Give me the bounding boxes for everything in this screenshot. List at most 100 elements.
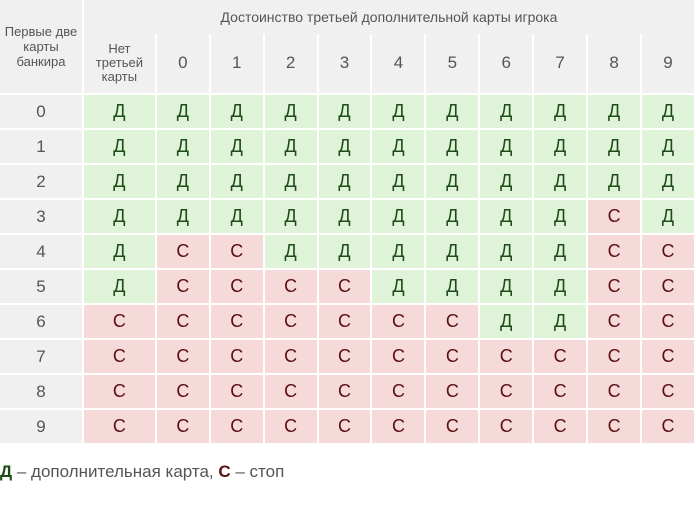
- column-header-5: 5: [426, 33, 479, 93]
- cell-draw: Д: [372, 233, 425, 268]
- row-header-9: 9: [0, 408, 82, 443]
- cell-stop: С: [318, 268, 371, 303]
- cell-draw: Д: [156, 198, 209, 233]
- cell-draw: Д: [534, 303, 587, 338]
- legend-draw-text: – дополнительная карта,: [12, 462, 219, 481]
- cell-stop: С: [318, 303, 371, 338]
- column-header-no-third-card: Нет третьей карты: [83, 33, 155, 93]
- column-header-6: 6: [480, 33, 533, 93]
- cell-draw: Д: [426, 233, 479, 268]
- cell-draw: Д: [642, 163, 694, 198]
- cell-stop: С: [642, 268, 694, 303]
- column-header-4: 4: [372, 33, 425, 93]
- column-header-2: 2: [264, 33, 317, 93]
- cell-stop: С: [642, 338, 694, 373]
- cell-stop: С: [264, 338, 317, 373]
- column-header-row: Нет третьей карты 0 1 2 3 4 5 6 7 8 9: [0, 33, 694, 93]
- cell-stop: С: [588, 233, 641, 268]
- cell-stop: С: [426, 338, 479, 373]
- cell-draw: Д: [426, 198, 479, 233]
- cell-stop: С: [210, 268, 263, 303]
- cell-stop: С: [156, 338, 209, 373]
- cell-stop: С: [318, 338, 371, 373]
- cell-draw: Д: [318, 93, 371, 128]
- cell-stop: С: [264, 303, 317, 338]
- cell-draw: Д: [83, 268, 155, 303]
- cell-draw: Д: [156, 128, 209, 163]
- cell-draw: Д: [642, 198, 694, 233]
- cell-stop: С: [210, 408, 263, 443]
- cell-stop: С: [642, 233, 694, 268]
- cell-stop: С: [534, 373, 587, 408]
- cell-stop: С: [156, 303, 209, 338]
- cell-stop: С: [156, 233, 209, 268]
- row-header-1: 1: [0, 128, 82, 163]
- cell-stop: С: [210, 233, 263, 268]
- cell-stop: С: [372, 408, 425, 443]
- cell-draw: Д: [480, 93, 533, 128]
- cell-draw: Д: [210, 128, 263, 163]
- cell-stop: С: [642, 303, 694, 338]
- cell-draw: Д: [588, 128, 641, 163]
- cell-stop: С: [83, 303, 155, 338]
- cell-stop: С: [372, 338, 425, 373]
- cell-stop: С: [588, 338, 641, 373]
- row-header-7: 7: [0, 338, 82, 373]
- cell-draw: Д: [318, 198, 371, 233]
- column-header-8: 8: [588, 33, 641, 93]
- cell-draw: Д: [156, 93, 209, 128]
- cell-stop: С: [156, 408, 209, 443]
- cell-draw: Д: [264, 163, 317, 198]
- cell-draw: Д: [83, 163, 155, 198]
- cell-draw: Д: [480, 268, 533, 303]
- cell-draw: Д: [426, 268, 479, 303]
- row-header-4: 4: [0, 233, 82, 268]
- cell-stop: С: [318, 373, 371, 408]
- cell-draw: Д: [372, 198, 425, 233]
- cell-stop: С: [156, 268, 209, 303]
- cell-draw: Д: [210, 93, 263, 128]
- cell-draw: Д: [83, 93, 155, 128]
- cell-stop: С: [588, 408, 641, 443]
- cell-stop: С: [426, 408, 479, 443]
- cell-stop: С: [534, 338, 587, 373]
- row-header-8: 8: [0, 373, 82, 408]
- cell-draw: Д: [534, 128, 587, 163]
- legend-stop-symbol: С: [218, 462, 231, 481]
- cell-stop: С: [83, 408, 155, 443]
- cell-stop: С: [372, 373, 425, 408]
- row-header-0: 0: [0, 93, 82, 128]
- cell-draw: Д: [426, 93, 479, 128]
- cell-draw: Д: [264, 128, 317, 163]
- cell-draw: Д: [156, 163, 209, 198]
- cell-stop: С: [83, 338, 155, 373]
- cell-draw: Д: [210, 163, 263, 198]
- cell-stop: С: [210, 338, 263, 373]
- cell-stop: С: [264, 268, 317, 303]
- cell-stop: С: [210, 373, 263, 408]
- cell-draw: Д: [264, 198, 317, 233]
- cell-stop: С: [426, 303, 479, 338]
- cell-draw: Д: [642, 93, 694, 128]
- cell-stop: С: [83, 373, 155, 408]
- cell-draw: Д: [210, 198, 263, 233]
- cell-draw: Д: [318, 163, 371, 198]
- cell-draw: Д: [264, 233, 317, 268]
- column-header-1: 1: [210, 33, 263, 93]
- cell-stop: С: [264, 373, 317, 408]
- cell-draw: Д: [480, 128, 533, 163]
- cell-stop: С: [588, 198, 641, 233]
- cell-draw: Д: [480, 233, 533, 268]
- legend-stop-text: – стоп: [230, 462, 285, 481]
- cell-draw: Д: [480, 303, 533, 338]
- column-header-0: 0: [156, 33, 209, 93]
